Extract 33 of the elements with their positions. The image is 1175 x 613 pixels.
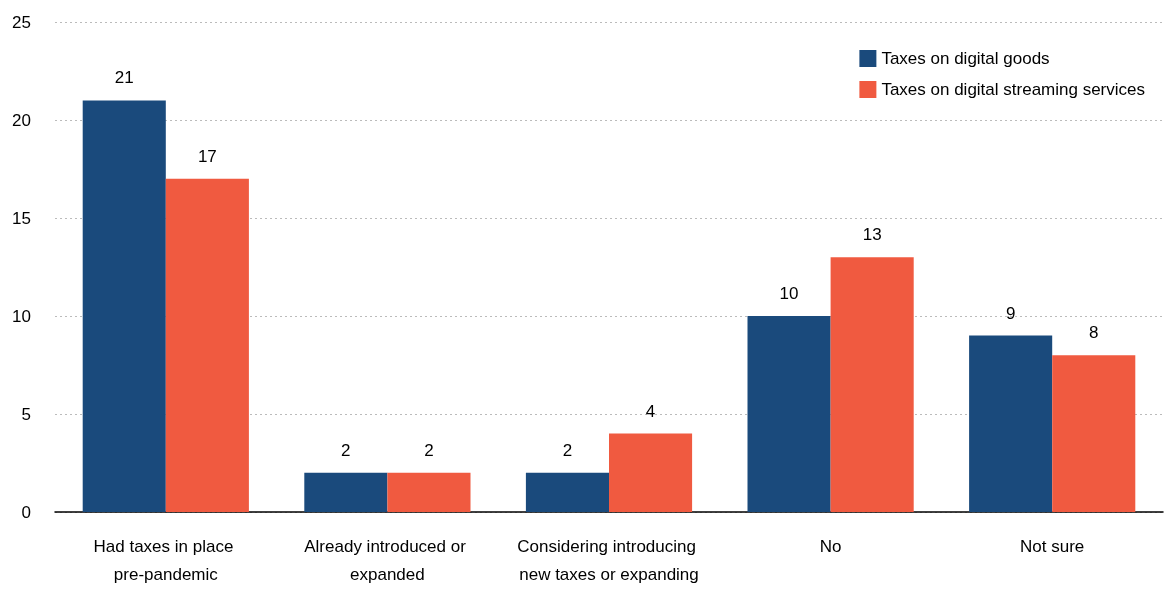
bar [609,433,693,512]
x-tick-label: No [819,536,842,556]
data-label: 9 [1005,303,1016,323]
data-label: 13 [862,225,882,245]
bar [1052,355,1136,512]
data-label: 10 [779,284,799,303]
y-tick-label: 15 [12,208,31,228]
legend-label: Taxes on digital streaming services [881,80,1146,99]
bar [969,335,1053,512]
y-tick-label: 20 [12,110,31,130]
bar [747,316,831,512]
bar [525,472,609,512]
y-tick-label: 25 [12,12,31,32]
data-label: 8 [1089,323,1099,343]
bar [830,257,914,512]
legend-label: Taxes on digital goods [881,49,1050,68]
x-tick-label: Not sure [1020,536,1085,556]
bar [82,100,166,512]
data-label: 2 [562,440,573,460]
data-label: 4 [645,401,656,421]
bar [387,472,471,512]
data-label: 21 [114,68,134,88]
data-label: 2 [424,440,434,460]
y-tick-label: 10 [12,306,31,326]
x-tick-label: Considering introducing new taxes or expanding [517,536,701,584]
bar [304,472,388,512]
data-label: 17 [197,146,217,166]
y-tick-label: 0 [21,502,31,522]
y-tick-label: 5 [21,404,31,424]
data-label: 2 [341,440,351,460]
x-tick-label: Already introduced or expanded [304,536,471,584]
bar [165,178,249,512]
x-tick-label: Had taxes in place pre-pandemic [93,536,239,584]
